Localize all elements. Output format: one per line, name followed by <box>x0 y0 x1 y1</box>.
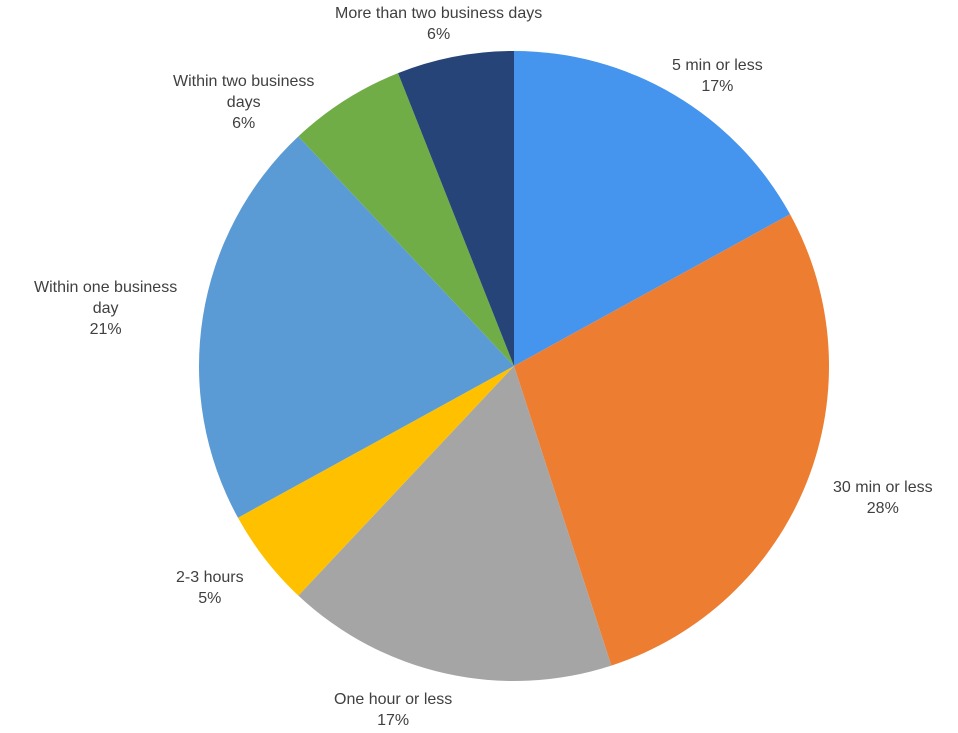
slice-label-2-3-hours: 2-3 hours 5% <box>176 567 244 609</box>
slice-label-name: Within two business <box>173 73 315 90</box>
pie-slice-5-min-or-less <box>514 51 791 366</box>
pie-slice-2-3-hours <box>237 366 514 596</box>
slice-label-percent: 28% <box>866 500 899 517</box>
slice-label-5-min-or-less: 5 min or less 17% <box>672 55 763 97</box>
pie-slice-more-than-two-business-days <box>398 51 514 366</box>
slice-label-percent: 5% <box>198 590 222 607</box>
slice-label-percent: 17% <box>377 712 410 729</box>
slice-label-name: More than two business days <box>335 5 543 22</box>
pie-slice-one-hour-or-less <box>298 366 612 681</box>
pie-slice-within-one-business-day <box>198 136 514 518</box>
slice-label-name: 30 min or less <box>833 479 933 496</box>
slice-label-name: 2-3 hours <box>176 569 244 586</box>
slice-label-name: days <box>226 94 261 111</box>
slice-label-percent: 6% <box>232 115 256 132</box>
slice-label-percent: 17% <box>701 78 734 95</box>
slice-label-within-two-business-days: Within two business days 6% <box>173 71 314 134</box>
slice-label-name: One hour or less <box>334 691 453 708</box>
slice-label-percent: 6% <box>427 26 451 43</box>
slice-label-percent: 21% <box>89 321 122 338</box>
slice-label-more-than-two-business-days: More than two business days 6% <box>335 3 542 45</box>
slice-label-within-one-business-day: Within one business day 21% <box>34 277 177 340</box>
pie-slice-within-two-business-days <box>298 73 514 367</box>
slice-label-30-min-or-less: 30 min or less 28% <box>833 477 933 519</box>
slice-label-name: day <box>92 300 119 317</box>
pie-slice-30-min-or-less <box>514 214 830 666</box>
slice-label-name: Within one business <box>34 279 178 296</box>
slice-label-name: 5 min or less <box>672 57 763 74</box>
slice-label-one-hour-or-less: One hour or less 17% <box>334 689 452 731</box>
